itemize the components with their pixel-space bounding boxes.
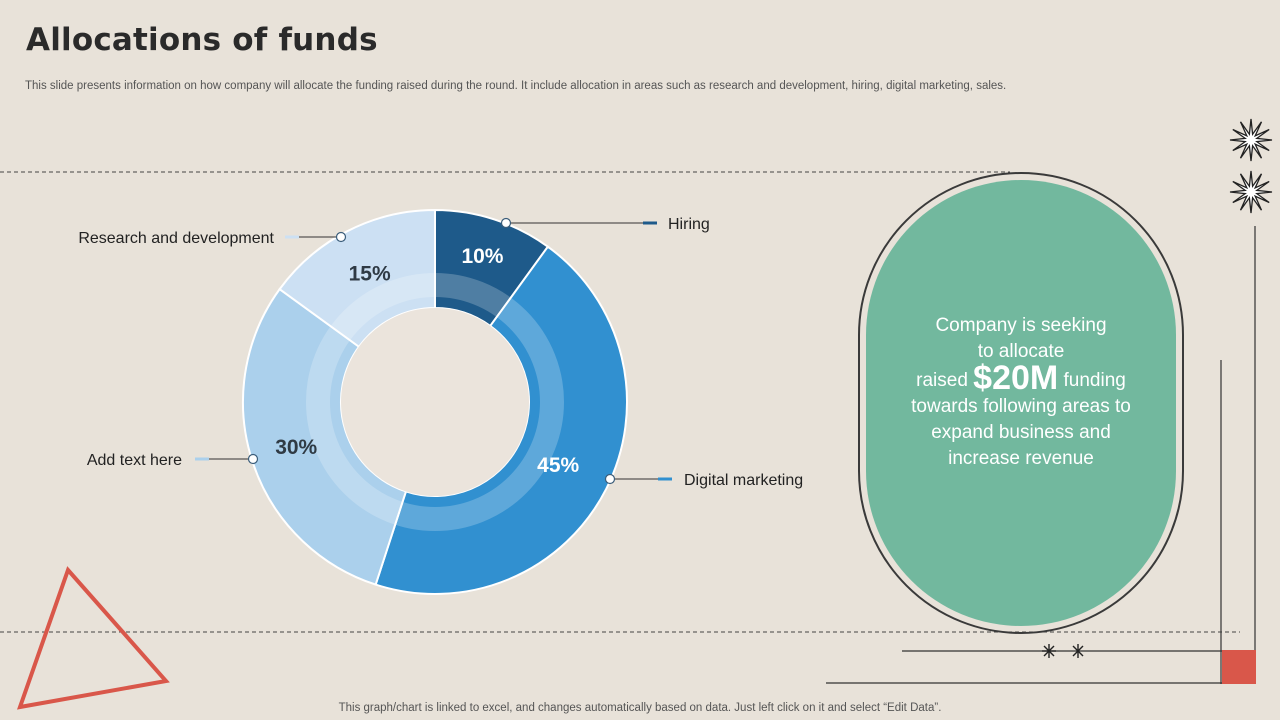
page-subtitle: This slide presents information on how c…: [25, 80, 1007, 92]
slice-value-label: 30%: [275, 436, 317, 459]
doughnut-inner-ring-overlay: [306, 273, 564, 531]
leader-dot: [500, 217, 512, 229]
callout-line: increase revenue: [948, 447, 1094, 469]
callout-line: to allocate: [977, 340, 1065, 362]
asterisk-icon: [1042, 644, 1056, 658]
funding-callout-text: Company is seeking to allocate raised $2…: [866, 180, 1176, 626]
leader-dot: [247, 453, 259, 465]
slice-value-label: 10%: [461, 245, 503, 268]
sparkle-star-icon: [1229, 118, 1273, 162]
slice-value-label: 45%: [537, 454, 579, 477]
leader-dot: [604, 473, 616, 485]
category-label-digital-marketing: Digital marketing: [684, 472, 803, 489]
category-label-hiring: Hiring: [668, 216, 710, 233]
funding-callout: Company is seeking to allocate raised $2…: [858, 172, 1184, 634]
callout-amount-line: raised $20M funding: [916, 361, 1126, 395]
callout-line: expand business and: [931, 421, 1111, 443]
red-square-decoration: [1222, 650, 1256, 684]
callout-line: Company is seeking: [935, 314, 1107, 336]
asterisk-icon: [1072, 644, 1084, 658]
page-title: Allocations of funds: [26, 22, 378, 58]
category-label-research-and-development: Research and development: [78, 230, 274, 247]
callout-text: funding: [1058, 369, 1126, 391]
sparkle-star-icon: [1229, 170, 1273, 214]
doughnut-hole: [341, 308, 529, 496]
callout-text: raised: [916, 369, 974, 391]
slice-add-text-here[interactable]: [242, 287, 408, 586]
funding-amount: $20M: [973, 358, 1059, 397]
callout-line: towards following areas to: [911, 395, 1131, 417]
category-label-add-text-here: Add text here: [87, 452, 182, 469]
leader-dot: [335, 231, 347, 243]
triangle-outline-decoration: [16, 566, 170, 710]
footer-note: This graph/chart is linked to excel, and…: [338, 702, 942, 714]
slice-value-label: 15%: [349, 263, 391, 286]
